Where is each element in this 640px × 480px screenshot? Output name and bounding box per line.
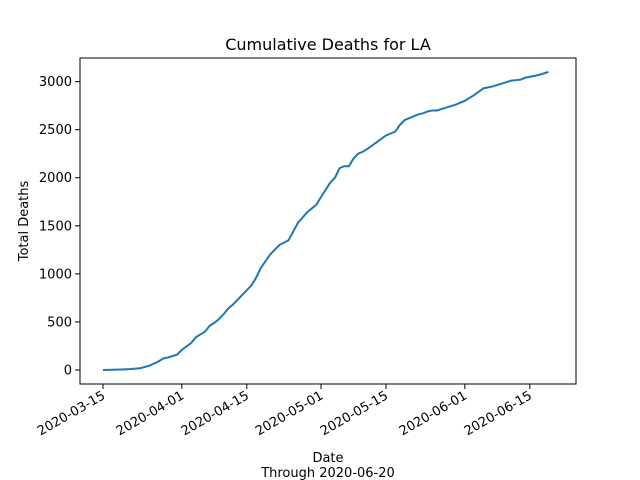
y-tick-label: 2000 [39,171,72,186]
x-tick-label: 2020-04-01 [114,388,187,439]
y-tick-label: 500 [47,315,72,330]
y-tick-label: 1000 [39,267,72,282]
x-tick-label: 2020-06-01 [397,388,470,439]
x-tick-label: 2020-04-15 [179,388,252,439]
y-axis-ticks: 0 500 1000 1500 2000 2500 3000 [39,75,80,379]
x-tick-label: 2020-03-15 [35,388,108,439]
y-tick-label: 3000 [39,75,72,90]
chart-title: Cumulative Deaths for LA [225,35,431,54]
y-tick-label: 0 [64,364,72,379]
y-tick-label: 2500 [39,123,72,138]
series-line [102,71,549,371]
y-tick-label: 1500 [39,219,72,234]
x-axis-sublabel: Through 2020-06-20 [260,466,395,480]
y-axis-label: Total Deaths [17,180,32,262]
x-tick-label: 2020-05-01 [253,388,326,439]
axes-frame [79,57,577,385]
x-tick-label: 2020-06-15 [462,388,535,439]
x-axis-label: Date [312,451,343,466]
x-tick-label: 2020-05-15 [318,388,391,439]
